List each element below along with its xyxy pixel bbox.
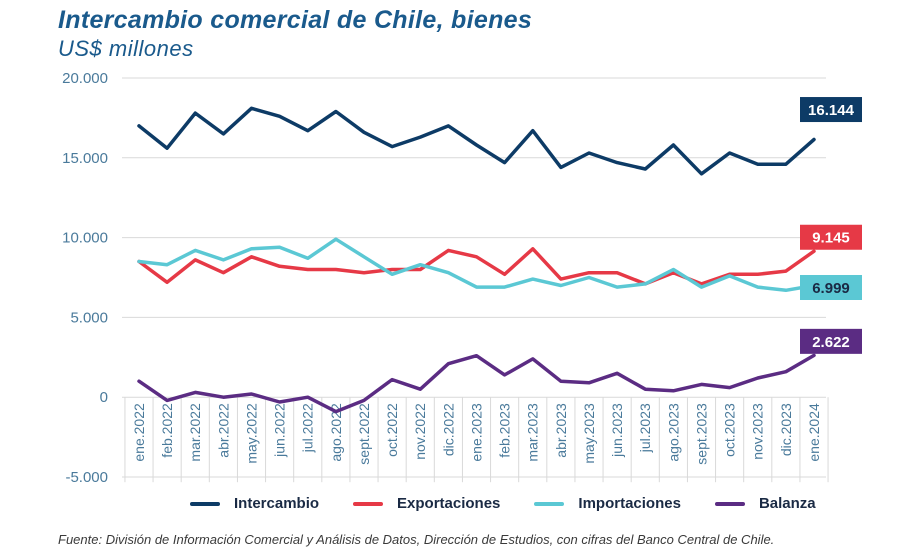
source-note: Fuente: División de Información Comercia…: [58, 532, 775, 547]
legend-item-balanza: Balanza: [714, 495, 816, 512]
legend-swatch-importaciones: [534, 501, 565, 506]
x-tick-label: mar.2022: [187, 403, 203, 462]
x-tick-label: may.2022: [244, 403, 260, 464]
x-tick-label: abr.2023: [553, 403, 569, 458]
x-tick-label: sept.2022: [356, 403, 372, 465]
legend-item-importaciones: Importaciones: [534, 495, 681, 512]
x-tick-label: jun.2022: [272, 403, 288, 458]
legend-item-intercambio: Intercambio: [190, 495, 319, 512]
x-tick-label: may.2023: [581, 403, 597, 464]
legend: Intercambio Exportaciones Importaciones …: [190, 495, 816, 512]
chart-subtitle: US$ millones: [58, 36, 194, 61]
legend-label-intercambio: Intercambio: [234, 495, 320, 512]
series-line-intercambio: [137, 106, 816, 176]
end-label-intercambio: 16.144: [808, 102, 855, 119]
y-tick-label: -5.000: [65, 469, 108, 486]
series-line-importaciones: [137, 237, 816, 293]
end-label-exportaciones: 9.145: [812, 230, 850, 247]
x-tick-label: nov.2023: [750, 403, 766, 460]
y-tick-label: 20.000: [62, 70, 108, 87]
x-tick-label: ene.2023: [469, 403, 485, 462]
x-tick-label: feb.2022: [159, 403, 175, 458]
legend-label-balanza: Balanza: [758, 495, 816, 512]
x-tick-label: nov.2022: [412, 403, 428, 460]
x-tick-label: ago.2023: [665, 403, 681, 462]
chart-title: Intercambio comercial de Chile, bienes: [58, 6, 533, 34]
x-tick-label: dic.2023: [778, 403, 794, 456]
x-tick-label: oct.2022: [384, 403, 400, 457]
x-tick-label: feb.2023: [497, 403, 513, 458]
x-tick-label: dic.2022: [440, 403, 456, 456]
series-line-exportaciones: [137, 247, 816, 286]
end-label-box-balanza: [800, 328, 862, 354]
y-tick-label: 15.000: [62, 150, 108, 167]
x-tick-label: abr.2022: [215, 403, 231, 458]
y-tick-label: 5.000: [70, 309, 108, 326]
end-label-importaciones: 6.999: [812, 280, 850, 297]
legend-swatch-intercambio: [190, 501, 220, 506]
end-label-balanza: 2.622: [812, 334, 850, 351]
legend-swatch-balanza: [714, 501, 745, 506]
legend-label-exportaciones: Exportaciones: [397, 495, 501, 512]
x-tick-label: ago.2022: [328, 403, 344, 462]
x-tick-label: ene.2024: [806, 403, 822, 462]
end-label-box-importaciones: [800, 274, 862, 300]
x-tick-label: jun.2023: [609, 403, 625, 458]
legend-item-exportaciones: Exportaciones: [353, 495, 500, 512]
x-tick-label: oct.2023: [722, 403, 738, 457]
x-tick-label: sept.2023: [694, 403, 710, 465]
x-tick-label: mar.2023: [525, 403, 541, 462]
end-label-box-intercambio: [800, 97, 862, 123]
x-tick-label: jul.2023: [637, 403, 653, 453]
y-tick-label: 10.000: [62, 230, 108, 247]
legend-swatch-exportaciones: [353, 501, 384, 506]
legend-label-importaciones: Importaciones: [578, 495, 681, 512]
y-tick-label: 0: [100, 389, 108, 406]
series-line-balanza: [137, 353, 816, 414]
x-tick-label: ene.2022: [131, 403, 147, 462]
end-label-box-exportaciones: [800, 224, 862, 250]
x-tick-label: jul.2022: [300, 403, 316, 453]
